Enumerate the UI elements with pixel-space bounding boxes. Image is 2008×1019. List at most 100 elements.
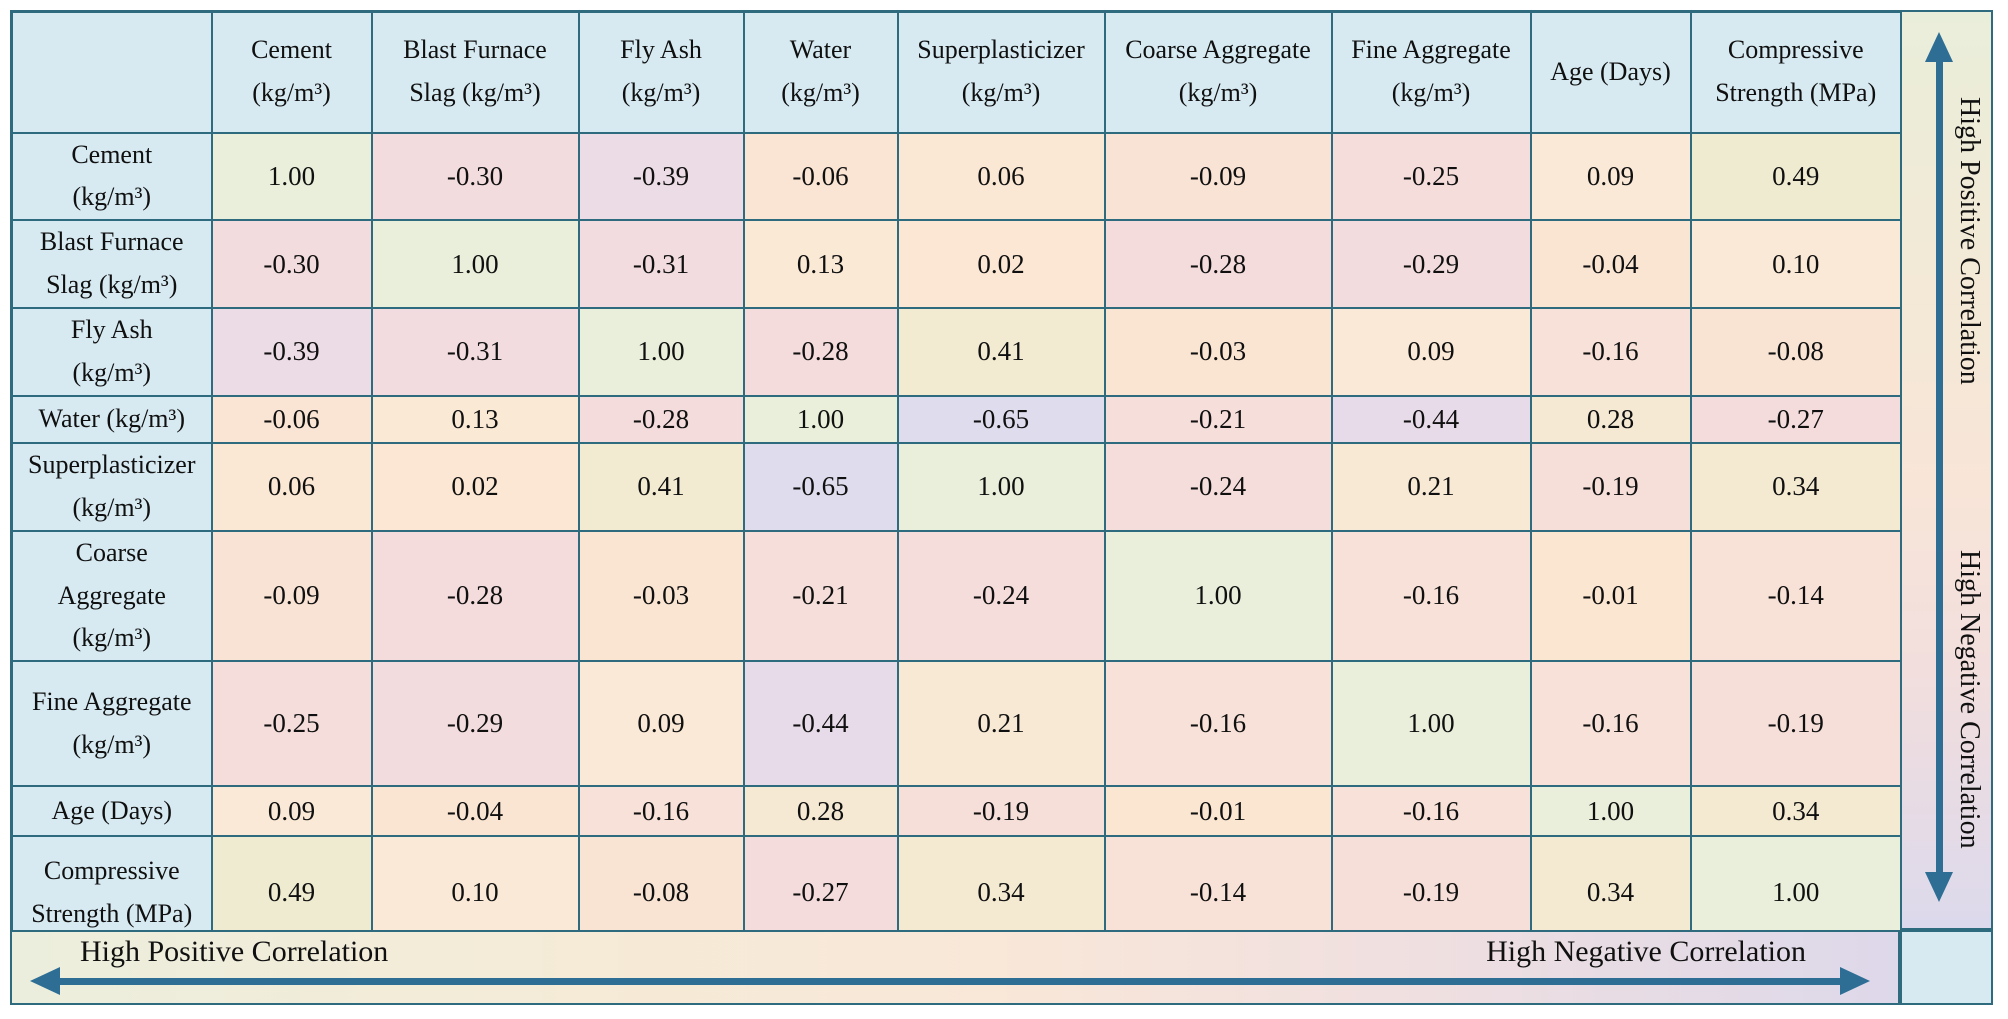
label-line: Superplasticizer xyxy=(28,449,196,479)
label-line: (kg/m³) xyxy=(1178,78,1258,108)
label-line: Strength (MPa) xyxy=(31,898,193,928)
corr-cell-2-7: -0.16 xyxy=(1529,307,1692,397)
label-line: Slag (kg/m³) xyxy=(409,78,541,108)
corr-cell-4-8: 0.34 xyxy=(1689,441,1903,532)
label-line: Strength (MPa) xyxy=(1715,78,1877,108)
label-line: (kg/m³) xyxy=(72,182,152,212)
corr-cell-3-3: 1.00 xyxy=(742,394,899,444)
corr-cell-7-5: -0.01 xyxy=(1103,785,1333,838)
label-line: Fine Aggregate xyxy=(1351,35,1511,65)
col-header-6: Fine Aggregate (kg/m³) xyxy=(1330,10,1532,134)
col-header-1: Blast Furnace Slag (kg/m³) xyxy=(370,10,580,134)
corr-cell-5-8: -0.14 xyxy=(1689,529,1903,663)
corr-cell-1-7: -0.04 xyxy=(1529,219,1692,310)
corr-cell-2-2: 1.00 xyxy=(577,307,745,397)
arrow-right-head-icon xyxy=(1840,967,1870,995)
corr-cell-4-5: -0.24 xyxy=(1103,441,1333,532)
corr-cell-2-1: -0.31 xyxy=(370,307,580,397)
label-line: Fine Aggregate xyxy=(31,686,192,716)
corr-cell-0-3: -0.06 xyxy=(742,131,899,222)
row-label-2: Fly Ash (kg/m³) xyxy=(10,307,213,397)
corr-cell-4-7: -0.19 xyxy=(1529,441,1692,532)
corr-cell-6-8: -0.19 xyxy=(1689,660,1903,788)
corr-cell-6-4: 0.21 xyxy=(896,660,1106,788)
label-line: (kg/m³) xyxy=(72,623,152,653)
corr-cell-3-5: -0.21 xyxy=(1103,394,1333,444)
label-line: Superplasticizer xyxy=(917,35,1085,65)
label-line: Water (kg/m³) xyxy=(38,403,185,433)
label-line: Coarse Aggregate xyxy=(1125,35,1311,65)
matrix-row-4: Superplasticizer (kg/m³) 0.06 0.02 0.41 -0.65… xyxy=(10,441,1903,532)
legend-high-negative-horizontal: High Negative Correlation xyxy=(1486,935,1806,968)
right-legend: High Positive Correlation High Negative … xyxy=(1900,10,1993,930)
corr-cell-1-2: -0.31 xyxy=(577,219,745,310)
corr-cell-1-6: -0.29 xyxy=(1330,219,1532,310)
legend-high-negative-vertical: High Negative Correlation xyxy=(1954,549,1985,849)
row-label-7: Age (Days) xyxy=(10,785,213,838)
label-line: (kg/m³) xyxy=(72,729,152,759)
matrix-row-0: Cement (kg/m³) 1.00 -0.30 -0.39 -0.06 0.06 -0.0… xyxy=(10,131,1903,222)
corr-cell-7-7: 1.00 xyxy=(1529,785,1692,838)
corr-cell-3-2: -0.28 xyxy=(577,394,745,444)
corr-cell-0-0: 1.00 xyxy=(210,131,373,222)
corr-cell-4-2: 0.41 xyxy=(577,441,745,532)
corr-cell-7-3: 0.28 xyxy=(742,785,899,838)
top-left-blank-cell xyxy=(10,10,213,134)
label-line: (kg/m³) xyxy=(621,78,701,108)
label-line: Fly Ash xyxy=(620,35,702,65)
corr-cell-7-0: 0.09 xyxy=(210,785,373,838)
row-label-6: Fine Aggregate (kg/m³) xyxy=(10,660,213,788)
row-label-1: Blast Furnace Slag (kg/m³) xyxy=(10,219,213,310)
arrow-shaft xyxy=(1936,48,1943,886)
corr-cell-0-7: 0.09 xyxy=(1529,131,1692,222)
col-header-3: Water (kg/m³) xyxy=(742,10,899,134)
corr-cell-7-8: 0.34 xyxy=(1689,785,1903,838)
corr-cell-0-2: -0.39 xyxy=(577,131,745,222)
corr-cell-3-0: -0.06 xyxy=(210,394,373,444)
corr-cell-6-7: -0.16 xyxy=(1529,660,1692,788)
corr-cell-0-1: -0.30 xyxy=(370,131,580,222)
matrix-row-2: Fly Ash (kg/m³) -0.39 -0.31 1.00 -0.28 0.41 -0.… xyxy=(10,307,1903,397)
legend-high-positive-horizontal: High Positive Correlation xyxy=(80,935,389,968)
label-line: (kg/m³) xyxy=(961,78,1041,108)
corr-cell-2-6: 0.09 xyxy=(1330,307,1532,397)
legend-high-positive-vertical: High Positive Correlation xyxy=(1954,97,1985,385)
label-line: (kg/m³) xyxy=(72,357,152,387)
corr-cell-1-4: 0.02 xyxy=(896,219,1106,310)
label-line: Compressive xyxy=(43,855,180,885)
corr-cell-2-8: -0.08 xyxy=(1689,307,1903,397)
bottom-legend: High Positive Correlation High Negative … xyxy=(10,930,1900,1005)
corr-cell-1-5: -0.28 xyxy=(1103,219,1333,310)
col-header-2: Fly Ash (kg/m³) xyxy=(577,10,745,134)
arrow-shaft xyxy=(46,978,1854,985)
corr-cell-3-6: -0.44 xyxy=(1330,394,1532,444)
corr-cell-2-3: -0.28 xyxy=(742,307,899,397)
corr-cell-1-8: 0.10 xyxy=(1689,219,1903,310)
label-line: (kg/m³) xyxy=(1391,78,1471,108)
corr-cell-0-8: 0.49 xyxy=(1689,131,1903,222)
label-line: Blast Furnace xyxy=(403,35,547,65)
row-label-0: Cement (kg/m³) xyxy=(10,131,213,222)
corr-cell-3-7: 0.28 xyxy=(1529,394,1692,444)
label-line: Slag (kg/m³) xyxy=(46,270,178,300)
corr-cell-3-8: -0.27 xyxy=(1689,394,1903,444)
corr-cell-4-6: 0.21 xyxy=(1330,441,1532,532)
label-line: (kg/m³) xyxy=(252,78,331,108)
corr-cell-2-5: -0.03 xyxy=(1103,307,1333,397)
corr-cell-3-4: -0.65 xyxy=(896,394,1106,444)
corr-cell-5-4: -0.24 xyxy=(896,529,1106,663)
matrix-row-3: Water (kg/m³) -0.06 0.13 -0.28 1.00 -0.65 -0.2… xyxy=(10,394,1903,444)
correlation-figure: Cement (kg/m³) Blast Furnace Slag (kg/m³) Fl… xyxy=(10,10,1993,1005)
corr-cell-7-1: -0.04 xyxy=(370,785,580,838)
label-line: (kg/m³) xyxy=(72,492,152,522)
corr-cell-0-6: -0.25 xyxy=(1330,131,1532,222)
matrix-row-1: Blast Furnace Slag (kg/m³) -0.30 1.00 -0.31 0… xyxy=(10,219,1903,310)
matrix-row-5: Coarse Aggregate (kg/m³) -0.09 -0.28 -0.03 -0.… xyxy=(10,529,1903,663)
label-line: Age (Days) xyxy=(51,795,173,825)
corr-cell-6-2: 0.09 xyxy=(577,660,745,788)
corr-cell-5-6: -0.16 xyxy=(1330,529,1532,663)
right-legend-labels: High Positive Correlation High Negative … xyxy=(1946,12,1992,928)
row-label-3: Water (kg/m³) xyxy=(10,394,213,444)
col-header-7: Age (Days) xyxy=(1529,10,1692,134)
label-line: Age (Days) xyxy=(1550,56,1671,86)
